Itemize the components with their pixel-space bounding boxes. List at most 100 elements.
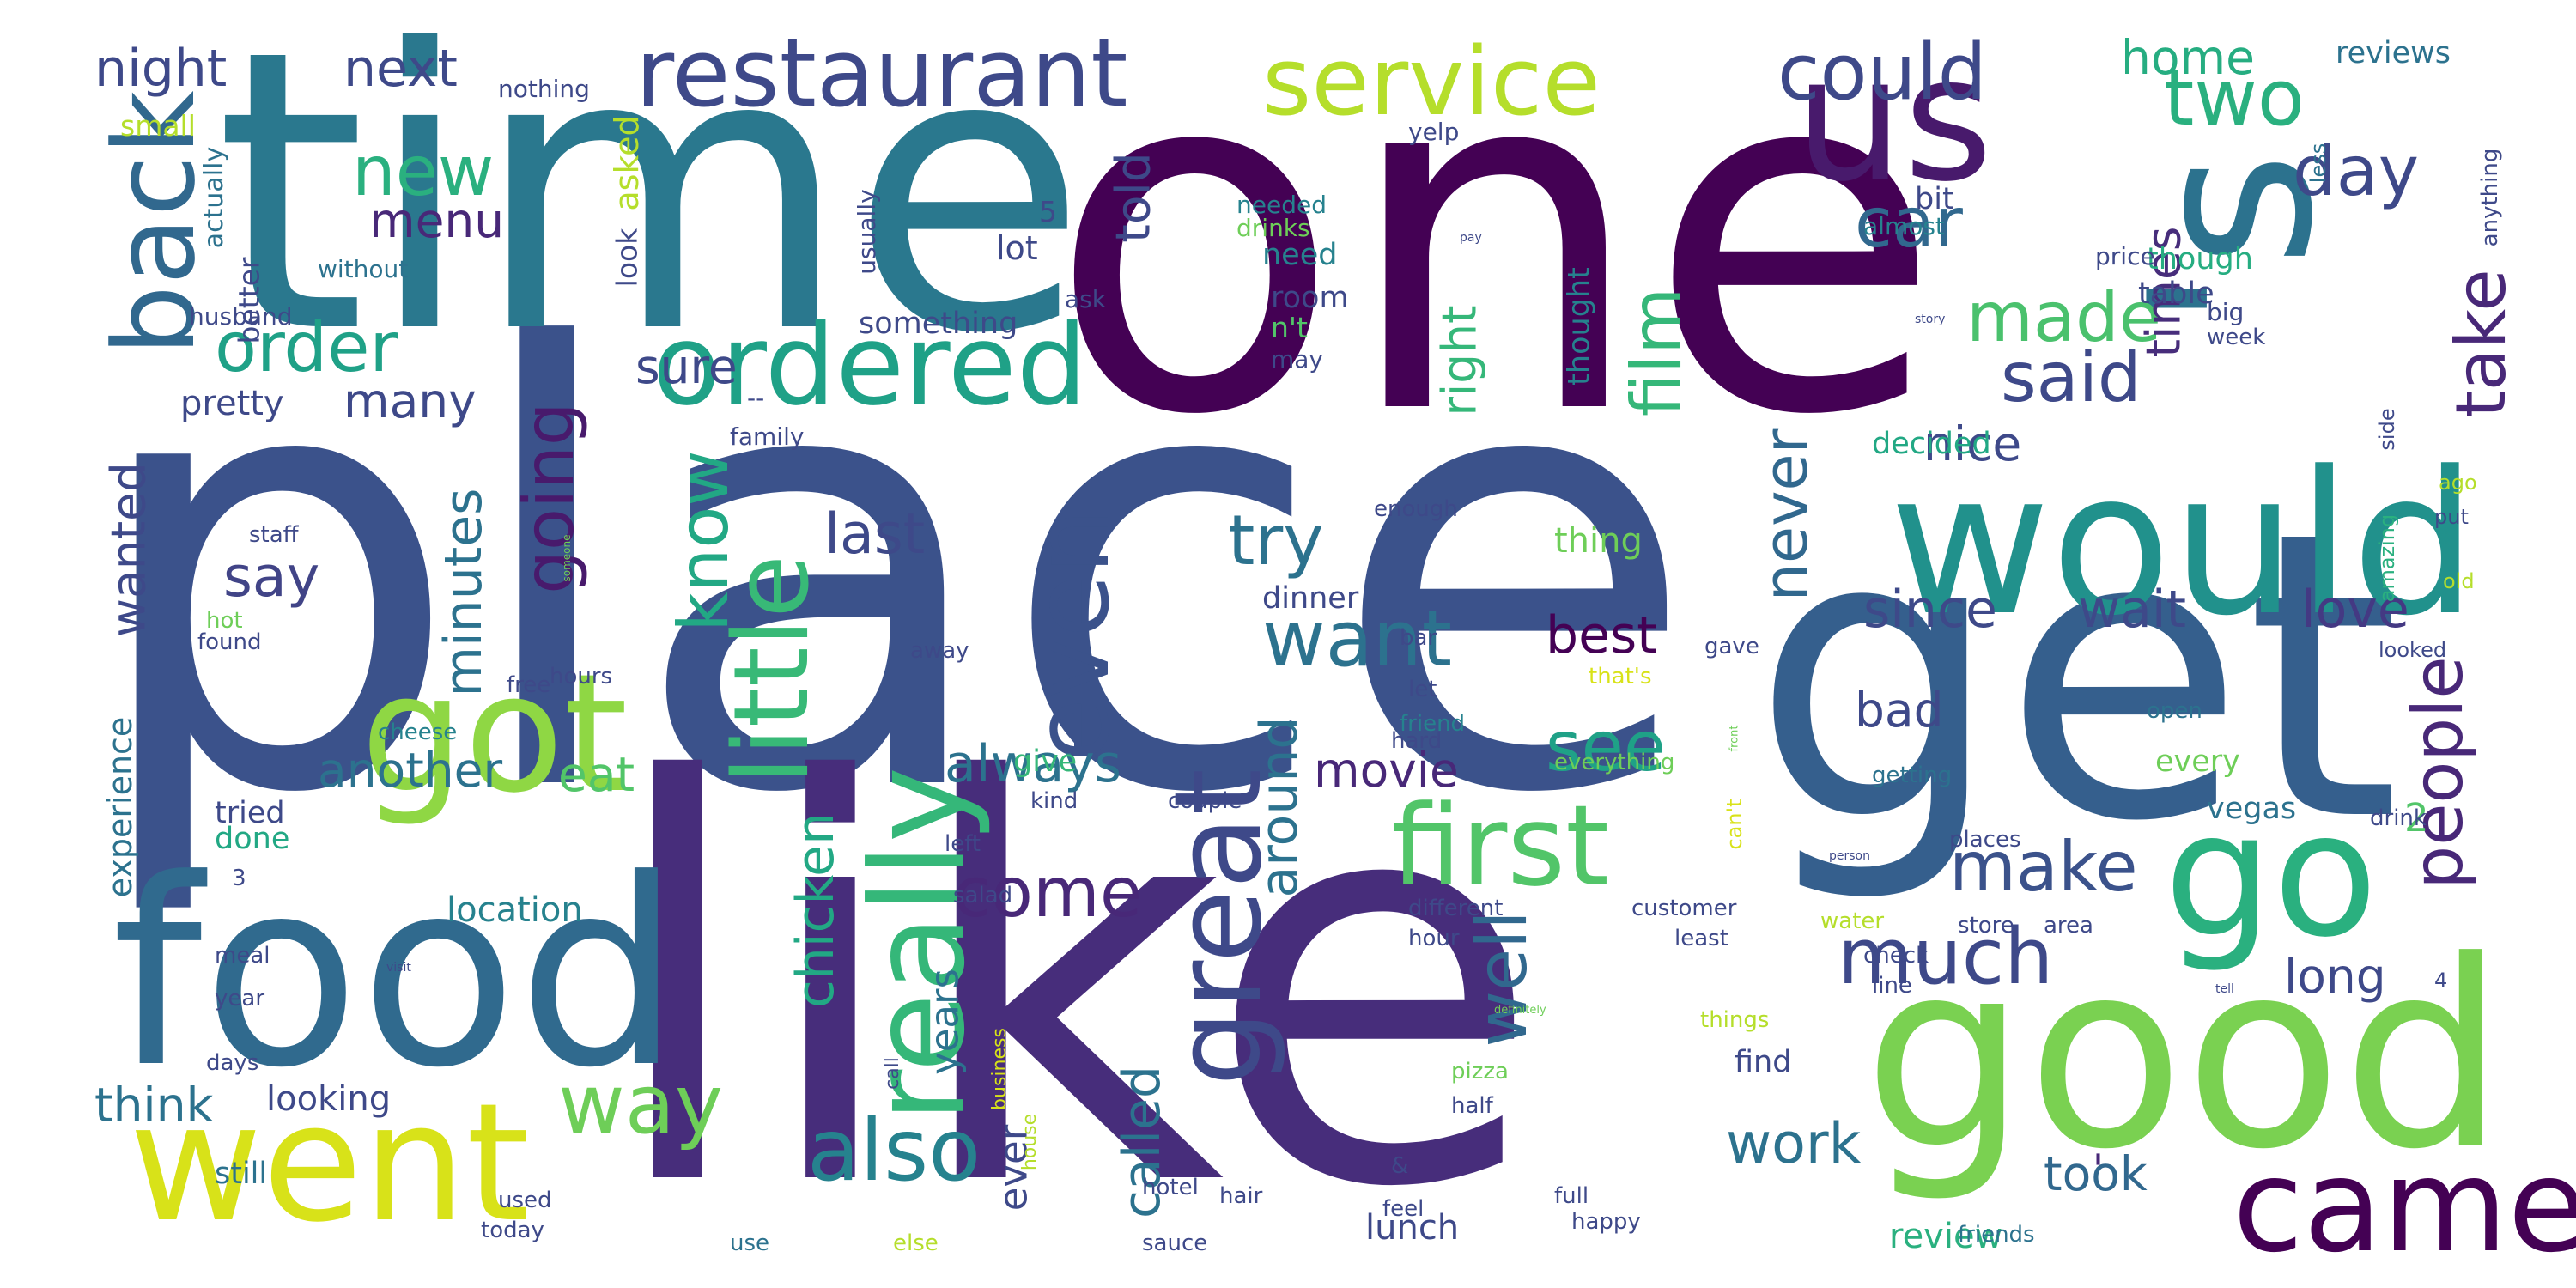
word: pretty [180, 384, 284, 423]
word: would [1889, 430, 2477, 659]
word: movie [1314, 743, 1459, 798]
word: almost [1863, 212, 1945, 240]
word: nice [1923, 416, 2022, 471]
word: thought [1562, 267, 1597, 386]
word: hotel [1142, 1175, 1199, 1200]
word: time [215, 0, 1088, 418]
word: customer [1631, 896, 1737, 921]
word: drink [2370, 805, 2427, 831]
word: another [318, 743, 503, 798]
word: ask [1065, 285, 1106, 313]
word: years [921, 969, 968, 1075]
word: -- [747, 384, 765, 412]
word: around [1249, 716, 1309, 898]
word: good [1863, 906, 2506, 1206]
word: 5 [1039, 195, 1057, 228]
word: chicken [786, 811, 846, 1009]
word: happy [1571, 1209, 1641, 1235]
word: things [1700, 1007, 1770, 1033]
word: went [129, 1068, 531, 1258]
word: friends [1958, 1222, 2035, 1248]
word: though [2147, 242, 2253, 276]
word: old [2443, 569, 2475, 593]
word: day [2293, 131, 2420, 211]
word: dinner [1262, 581, 1359, 616]
word: sauce [1142, 1230, 1208, 1256]
word: review [1889, 1217, 2003, 1256]
word: get [1752, 448, 2401, 908]
word: that's [1589, 664, 1652, 690]
word: home [2121, 30, 2255, 85]
word: look [610, 228, 644, 288]
word: find [1735, 1045, 1792, 1079]
word: lot [996, 229, 1038, 267]
word: see [1546, 707, 1667, 787]
word: know [664, 450, 744, 632]
word: someone [561, 534, 573, 582]
word: next [343, 39, 458, 99]
word: needed [1236, 191, 1327, 219]
word: drinks [1236, 214, 1310, 242]
word: line [1872, 973, 1912, 999]
word: today [481, 1218, 544, 1243]
word: could [1777, 27, 1987, 118]
word: said [2001, 337, 2142, 417]
word: come [953, 853, 1143, 933]
word: need [1262, 238, 1338, 272]
word: people [2398, 656, 2478, 890]
word: actually [199, 146, 229, 249]
word: less [2306, 143, 2330, 184]
word: without [318, 255, 409, 283]
word: say [223, 545, 320, 610]
word: husband [189, 302, 293, 331]
word: best [1546, 605, 1657, 665]
word: many [343, 374, 477, 428]
word: amazing [2375, 513, 2399, 603]
word: everything [1554, 750, 1675, 775]
word: wait [2078, 580, 2187, 640]
word: getting [1872, 762, 1953, 788]
word: food [112, 824, 682, 1124]
word: gave [1704, 634, 1759, 659]
word: price [2095, 242, 2155, 270]
word: business [989, 1028, 1011, 1110]
word: looked [2379, 638, 2447, 662]
word: places [1949, 827, 2021, 853]
word: ago [2439, 471, 2477, 495]
word: better [232, 257, 266, 344]
word: service [1262, 27, 1601, 137]
word: pay [1460, 231, 1482, 245]
word: done [215, 822, 290, 856]
word: side [2375, 408, 2399, 451]
word: always [945, 734, 1122, 794]
word: 3 [232, 866, 246, 891]
word: front [1728, 725, 1741, 752]
word: give [1013, 744, 1078, 779]
word: menu [369, 193, 505, 248]
word: like [601, 667, 1544, 1288]
word: hard [1391, 728, 1443, 754]
word: asked [608, 115, 646, 211]
word: check [1863, 943, 1929, 969]
word: free [507, 672, 551, 698]
word: staff [249, 522, 299, 548]
word: take [2441, 269, 2521, 418]
word: year [215, 986, 265, 1012]
word: us [1795, 20, 1993, 220]
word: friend [1400, 711, 1466, 737]
word: night [94, 39, 228, 99]
word: definitely [1494, 1004, 1546, 1017]
word: location [447, 890, 583, 930]
word: kind [1030, 788, 1078, 814]
word: two [2164, 53, 2305, 143]
word: hair [1219, 1183, 1263, 1209]
word: found [197, 629, 262, 655]
word: water [1820, 908, 1885, 934]
word: meal [215, 943, 270, 969]
word: feel [1382, 1196, 1425, 1222]
word: looking [266, 1079, 392, 1119]
word: hour [1408, 926, 1460, 951]
word: hot [206, 608, 243, 634]
word: used [498, 1188, 552, 1213]
word: well [1462, 910, 1542, 1048]
